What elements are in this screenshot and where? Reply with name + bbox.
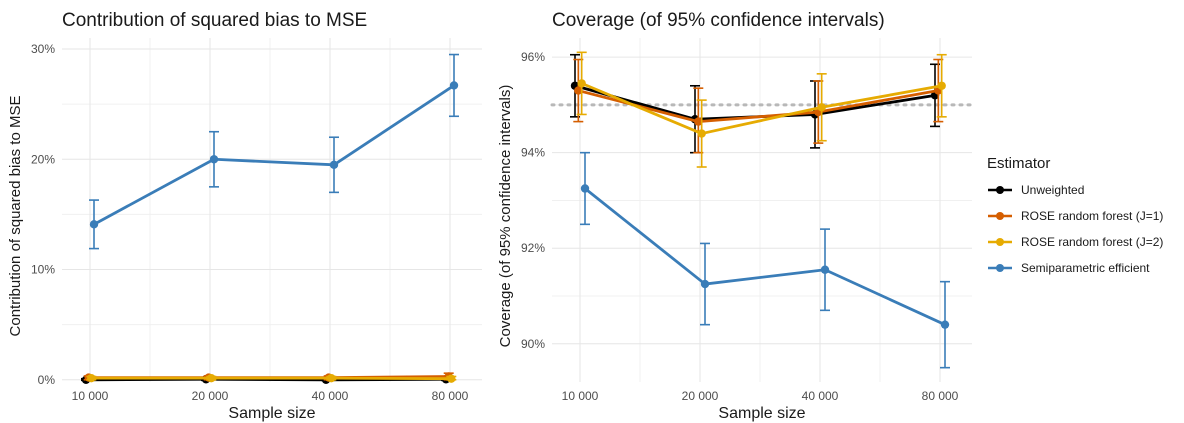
right-y-tick-label: 90%: [521, 337, 545, 351]
left-y-axis-label: Contribution of squared bias to MSE: [7, 96, 24, 337]
data-point: [577, 79, 586, 88]
right-x-tick-label: 20 000: [682, 389, 719, 403]
left-y-tick-label: 0%: [38, 373, 56, 387]
right-plot-area: 90% 92% 94% 96% 10 000 20 000 40 000 80 000: [521, 38, 974, 403]
series-line: [91, 376, 452, 381]
left-series-semiparametric-efficient: [89, 53, 459, 250]
data-point: [209, 155, 219, 164]
legend-label-unweighted: Unweighted: [1021, 183, 1084, 197]
left-x-axis-label: Sample size: [228, 405, 315, 422]
left-x-tick-label: 40 000: [312, 389, 349, 403]
data-point: [449, 81, 459, 90]
right-panel-title: Coverage (of 95% confidence intervals): [552, 10, 885, 31]
right-series-rose-random-forest-j-2: [576, 51, 947, 168]
data-point: [574, 86, 583, 95]
left-series-rose-random-forest-j-2: [86, 373, 457, 383]
legend-label-semiparametric: Semiparametric efficient: [1021, 261, 1150, 275]
data-point: [580, 184, 590, 193]
data-point: [89, 220, 99, 229]
data-point: [940, 320, 950, 329]
legend-item-rose-j2: ROSE random forest (J=2): [988, 235, 1163, 249]
data-point: [937, 81, 946, 90]
right-x-axis-label: Sample size: [718, 405, 805, 422]
data-point: [820, 265, 830, 274]
left-y-tick-label: 20%: [31, 152, 55, 166]
legend-key-dot-unweighted: [996, 186, 1004, 194]
data-point: [700, 279, 710, 289]
left-x-tick-label: 20 000: [192, 389, 229, 403]
legend-key-dot-rose-j2: [996, 238, 1004, 246]
data-point: [817, 103, 826, 112]
left-y-tick-label: 30%: [31, 42, 55, 56]
legend-key-dot-rose-j1: [996, 212, 1004, 220]
left-y-tick-label: 10%: [31, 263, 55, 277]
right-series-semiparametric-efficient: [580, 151, 950, 369]
series-line: [584, 187, 946, 326]
legend: Estimator Unweighted ROSE random forest …: [987, 155, 1163, 275]
left-plot-area: 0% 10% 20% 30% 10 000 20 000 40 000 80 000: [31, 38, 482, 403]
right-y-tick-label: 96%: [521, 50, 545, 64]
legend-item-unweighted: Unweighted: [988, 183, 1084, 197]
right-x-tick-label: 40 000: [802, 389, 839, 403]
right-x-tick-label: 10 000: [562, 389, 599, 403]
left-x-tick-label: 80 000: [432, 389, 469, 403]
data-point: [327, 373, 336, 383]
legend-item-rose-j1: ROSE random forest (J=1): [988, 209, 1163, 223]
series-line: [93, 84, 455, 226]
legend-key-dot-semiparametric: [996, 264, 1004, 272]
right-x-tick-label: 80 000: [922, 389, 959, 403]
right-y-tick-label: 92%: [521, 241, 545, 255]
legend-title: Estimator: [987, 155, 1050, 172]
left-x-tick-label: 10 000: [72, 389, 109, 403]
data-point: [329, 160, 339, 169]
series-line: [581, 82, 942, 135]
legend-label-rose-j2: ROSE random forest (J=2): [1021, 235, 1163, 249]
left-panel-title: Contribution of squared bias to MSE: [62, 10, 367, 31]
data-point: [447, 374, 456, 383]
data-point: [697, 129, 706, 138]
data-point: [207, 373, 216, 383]
data-point: [694, 117, 703, 126]
data-point: [87, 373, 96, 383]
legend-label-rose-j1: ROSE random forest (J=1): [1021, 209, 1163, 223]
right-y-tick-label: 94%: [521, 146, 545, 160]
right-y-axis-label: Coverage (of 95% confidence intervals): [497, 85, 514, 348]
legend-item-semiparametric: Semiparametric efficient: [988, 261, 1150, 275]
